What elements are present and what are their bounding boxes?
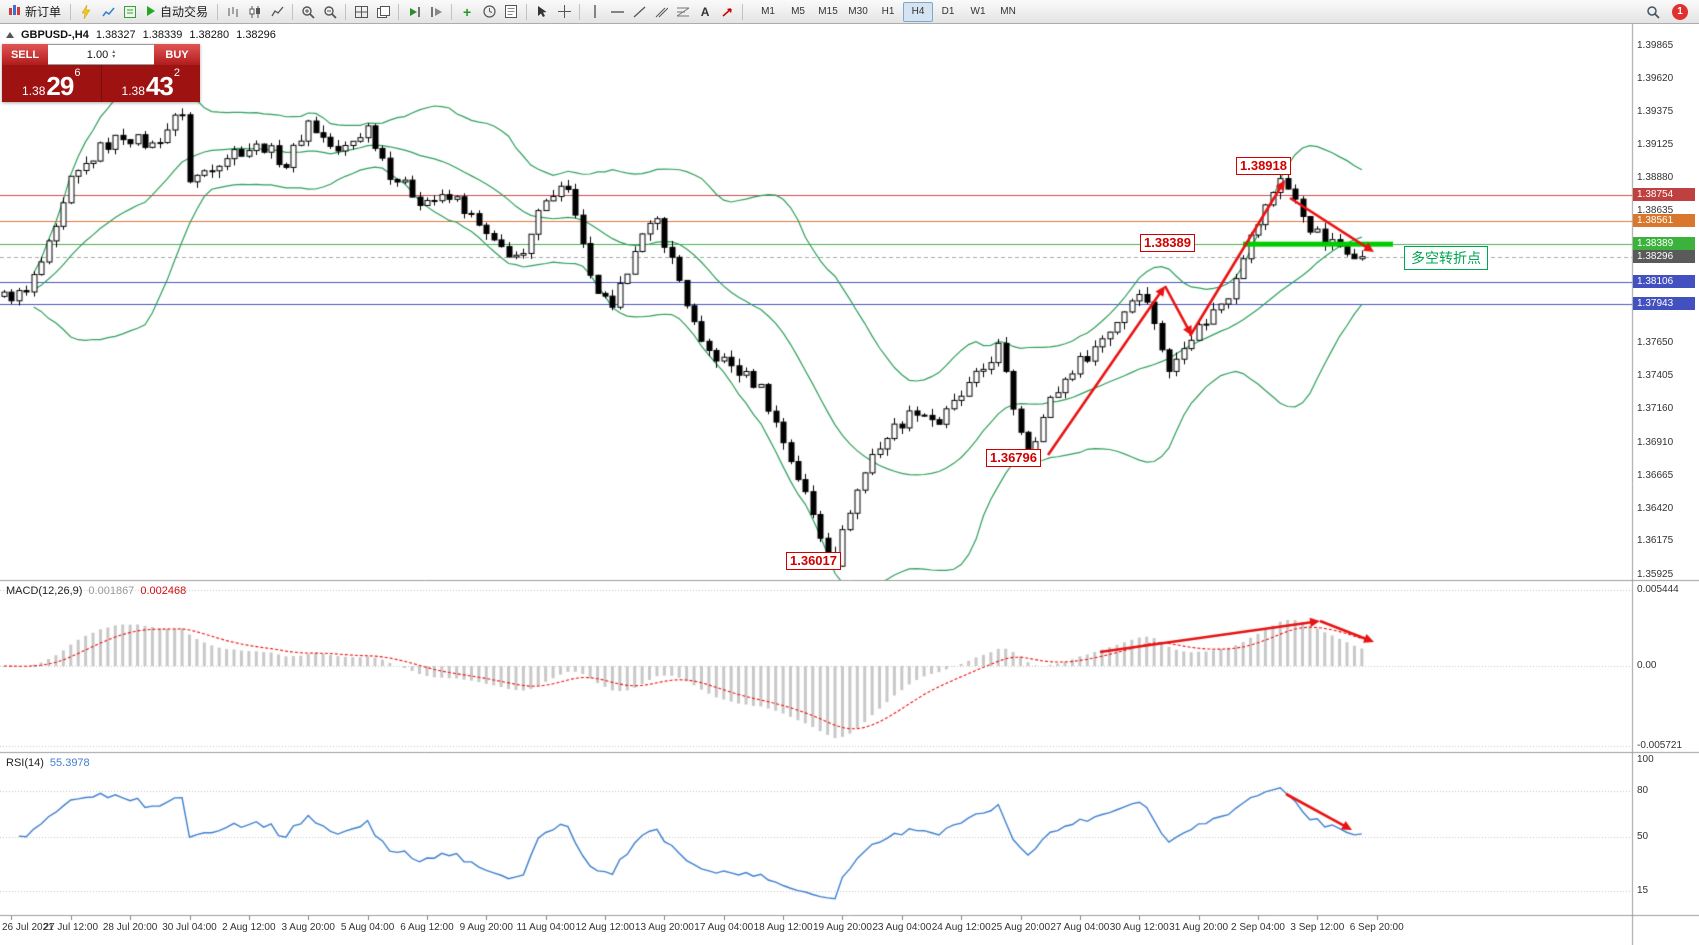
sell-price[interactable]: 1.38 29 6: [2, 65, 101, 102]
text-icon[interactable]: A: [700, 4, 710, 19]
timeframe-button-h1[interactable]: H1: [881, 6, 895, 17]
notification-badge[interactable]: 1: [1672, 3, 1688, 20]
tile-windows-icon[interactable]: [351, 2, 371, 22]
vertical-line-icon[interactable]: [585, 2, 605, 22]
one-click-trading-panel: SELL 1.00 ▴ ▾ BUY 1.38 29 6 1.38 43 2: [2, 44, 200, 102]
sell-price-sup: 6: [74, 67, 81, 79]
zoom-out-icon[interactable]: [320, 2, 340, 22]
quote-close: 1.38296: [236, 29, 276, 41]
price-divider: [100, 65, 102, 102]
buy-button[interactable]: BUY: [154, 44, 200, 65]
volume-spinner[interactable]: ▴ ▾: [112, 48, 116, 60]
buy-price[interactable]: 1.38 43 2: [102, 65, 201, 102]
zoom-in-icon[interactable]: [298, 2, 318, 22]
sell-price-pips: 29: [46, 71, 74, 101]
toolbar-separator: [70, 3, 72, 20]
quote-high: 1.38339: [142, 29, 183, 41]
sell-button[interactable]: SELL: [2, 44, 48, 65]
timeframe-button-m1[interactable]: M1: [761, 6, 775, 17]
toolbar-separator: [579, 3, 581, 20]
chart-shift-icon[interactable]: [426, 2, 446, 22]
toolbar-separator: [526, 3, 528, 20]
toolbar-separator: [398, 3, 400, 20]
buy-price-big: 1.38: [121, 84, 145, 98]
cursor-icon[interactable]: [532, 2, 552, 22]
chart-quote-line: GBPUSD-,H4 1.38327 1.38339 1.38280 1.382…: [6, 29, 276, 41]
buy-price-pips: 43: [145, 71, 174, 101]
macd-value: 0.001867: [88, 585, 135, 597]
crosshair-icon[interactable]: [554, 2, 574, 22]
rsi-name: RSI(14): [6, 757, 44, 769]
timeframe-button-w1[interactable]: W1: [970, 6, 986, 17]
horizontal-line-icon[interactable]: [607, 2, 627, 22]
expert-advisor-icon[interactable]: [76, 2, 96, 22]
auto-scroll-icon[interactable]: [404, 2, 424, 22]
macd-label: MACD(12,26,9) 0.001867 0.002468: [6, 585, 186, 597]
rsi-value: 55.3978: [49, 757, 90, 769]
timeframe-button-m30[interactable]: M30: [848, 6, 868, 17]
auto-trading-button[interactable]: 自动交易: [141, 2, 213, 22]
macd-signal-value: 0.002468: [140, 585, 187, 597]
toolbar-right-group: 1: [1642, 2, 1696, 22]
timeframe-button-m5[interactable]: M5: [791, 6, 805, 17]
new-order-icon: [8, 4, 21, 19]
arrows-tool-icon[interactable]: [717, 2, 737, 22]
search-icon[interactable]: [1643, 2, 1663, 22]
macd-name: MACD(12,26,9): [6, 585, 83, 597]
new-order-button[interactable]: 新订单: [3, 2, 66, 22]
channel-icon[interactable]: [651, 2, 671, 22]
toolbar-separator: [345, 3, 347, 20]
toolbar-separator: [451, 3, 453, 20]
rsi-label: RSI(14) 55.3978: [6, 757, 90, 769]
symbol-period-label: GBPUSD-,H4: [21, 29, 89, 41]
timeframe-button-m15[interactable]: M15: [818, 6, 838, 17]
script-icon[interactable]: [120, 2, 140, 22]
sell-price-big: 1.38: [22, 84, 46, 98]
indicators-icon[interactable]: +: [462, 3, 472, 20]
candlestick-chart-icon[interactable]: [245, 2, 265, 22]
cascade-windows-icon[interactable]: [373, 2, 393, 22]
cn-note: 多空转折点: [1404, 246, 1488, 270]
metaeditor-icon[interactable]: [98, 2, 118, 22]
toolbar-separator: [292, 3, 294, 20]
quote-open: 1.38327: [95, 29, 136, 41]
chart-symbol-icon: [6, 32, 14, 38]
trendline-icon[interactable]: [629, 2, 649, 22]
line-chart-icon[interactable]: [267, 2, 287, 22]
volume-value[interactable]: 1.00: [86, 48, 109, 61]
fibonacci-icon[interactable]: [673, 2, 693, 22]
timeframe-button-h4[interactable]: H4: [903, 1, 934, 22]
periods-icon[interactable]: [479, 2, 499, 22]
auto-trading-label: 自动交易: [160, 5, 209, 19]
toolbar-separator: [742, 3, 744, 20]
main-toolbar: 新订单 自动交易 + A M1 M5 M15 M30 H1 H4 D1 W1 MN 1: [0, 0, 1699, 24]
templates-icon[interactable]: [501, 2, 521, 22]
toolbar-separator: [217, 3, 219, 20]
buy-price-sup: 2: [173, 67, 180, 79]
timeframe-button-mn[interactable]: MN: [1000, 6, 1016, 17]
quote-low: 1.38280: [189, 29, 230, 41]
volume-field[interactable]: 1.00 ▴ ▾: [48, 44, 154, 65]
play-icon: [146, 5, 156, 19]
bar-chart-icon[interactable]: [223, 2, 243, 22]
timeframe-group: M1 M5 M15 M30 H1 H4 D1 W1 MN: [753, 1, 1023, 22]
timeframe-button-d1[interactable]: D1: [941, 6, 955, 17]
new-order-label: 新订单: [25, 5, 62, 19]
